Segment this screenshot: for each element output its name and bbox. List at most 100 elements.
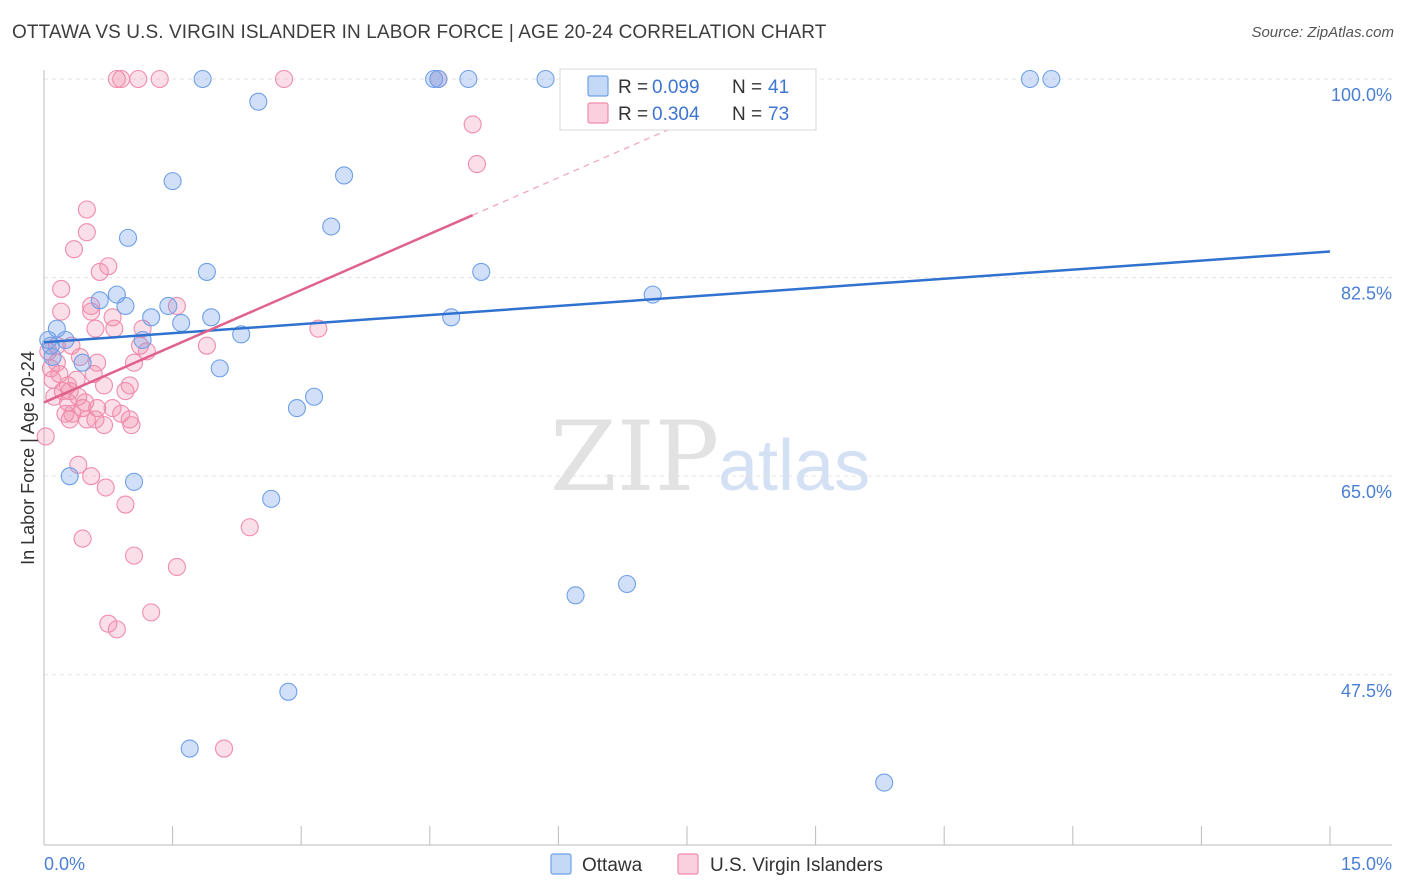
stats-legend: R = 0.099 N = 41 R = 0.304 N = 73 bbox=[559, 68, 817, 131]
axes bbox=[43, 70, 1392, 846]
usvi-point bbox=[124, 546, 144, 565]
usvi-point bbox=[86, 319, 105, 338]
usvi-point bbox=[107, 620, 126, 639]
ottawa-point bbox=[232, 325, 251, 344]
usvi-trend-extension bbox=[472, 89, 759, 216]
usvi-point bbox=[116, 495, 135, 514]
usvi-point bbox=[467, 155, 487, 174]
usvi-point bbox=[99, 257, 118, 276]
usvi-point bbox=[240, 518, 259, 537]
usvi-point bbox=[214, 739, 234, 758]
ottawa-point bbox=[60, 467, 79, 486]
ottawa-point bbox=[566, 586, 585, 605]
usvi-points bbox=[36, 69, 487, 758]
ottawa-point bbox=[180, 739, 199, 758]
ottawa-point bbox=[1020, 69, 1039, 89]
usvi-point bbox=[142, 603, 161, 622]
ottawa-point bbox=[429, 69, 448, 89]
ottawa-point bbox=[202, 308, 221, 327]
ottawa-point bbox=[287, 399, 306, 418]
usvi-point bbox=[275, 69, 294, 89]
y-tick-label: 65.0% bbox=[1341, 482, 1392, 502]
usvi-point bbox=[77, 223, 96, 242]
usvi-point bbox=[82, 467, 101, 486]
usvi-trend-line bbox=[43, 214, 474, 404]
legend-label-usvi: U.S. Virgin Islanders bbox=[710, 855, 883, 876]
ottawa-points bbox=[39, 69, 1061, 792]
ottawa-point bbox=[472, 262, 491, 281]
legend-r-value-usvi: 0.304 bbox=[652, 104, 700, 125]
ottawa-point bbox=[262, 489, 281, 508]
usvi-point bbox=[129, 69, 148, 89]
chart-title: OTTAWA VS U.S. VIRGIN ISLANDER IN LABOR … bbox=[12, 22, 827, 43]
usvi-point bbox=[52, 302, 71, 321]
usvi-point bbox=[94, 416, 114, 435]
ottawa-point bbox=[249, 92, 268, 111]
y-tick-labels: 47.5% 65.0% 82.5% 100.0% bbox=[1331, 85, 1392, 701]
ottawa-point bbox=[305, 387, 324, 406]
series-legend: Ottawa U.S. Virgin Islanders bbox=[550, 853, 883, 876]
ottawa-point bbox=[90, 291, 109, 310]
ottawa-point bbox=[159, 296, 178, 316]
legend-n-label-ottawa: N = bbox=[732, 77, 762, 98]
ottawa-point bbox=[617, 574, 637, 594]
source-credit: Source: ZipAtlas.com bbox=[1251, 24, 1394, 41]
usvi-point bbox=[107, 69, 126, 89]
usvi-point bbox=[73, 529, 92, 548]
y-tick-label: 100.0% bbox=[1331, 85, 1392, 105]
ottawa-point bbox=[536, 69, 555, 89]
legend-n-value-ottawa: 41 bbox=[768, 77, 789, 98]
usvi-point bbox=[105, 319, 124, 338]
ottawa-point bbox=[197, 262, 216, 281]
usvi-point bbox=[64, 240, 84, 259]
usvi-point bbox=[112, 69, 131, 89]
ottawa-point bbox=[210, 359, 229, 378]
ottawa-point bbox=[459, 69, 478, 89]
ottawa-point bbox=[172, 313, 191, 333]
ottawa-point bbox=[875, 773, 894, 792]
ottawa-point bbox=[193, 69, 212, 89]
legend-swatch-usvi-bottom bbox=[677, 853, 699, 875]
usvi-point bbox=[197, 336, 216, 355]
ottawa-point bbox=[163, 172, 182, 191]
usvi-point bbox=[120, 410, 139, 429]
legend-swatch-usvi bbox=[587, 102, 609, 124]
x-tick-label-min: 0.0% bbox=[44, 854, 85, 874]
usvi-point bbox=[77, 200, 96, 219]
usvi-point bbox=[88, 353, 107, 372]
y-tick-label: 82.5% bbox=[1341, 284, 1392, 304]
legend-swatch-ottawa bbox=[587, 75, 609, 97]
ottawa-point bbox=[142, 308, 161, 327]
legend-swatch-ottawa-bottom bbox=[550, 853, 572, 875]
usvi-point bbox=[36, 427, 55, 446]
trend-lines bbox=[43, 89, 1331, 404]
ottawa-point bbox=[425, 69, 444, 89]
usvi-point bbox=[103, 308, 122, 327]
legend-r-label-usvi: R = bbox=[618, 104, 648, 125]
usvi-point bbox=[96, 478, 115, 497]
usvi-point bbox=[60, 410, 79, 429]
legend-n-value-usvi: 73 bbox=[768, 104, 789, 125]
gridlines bbox=[44, 78, 1392, 676]
usvi-point bbox=[76, 393, 95, 412]
ottawa-point bbox=[322, 217, 341, 236]
legend-n-label-usvi: N = bbox=[732, 104, 762, 125]
ottawa-point bbox=[43, 347, 62, 367]
ottawa-point bbox=[124, 472, 144, 491]
usvi-point bbox=[463, 115, 482, 134]
ottawa-point bbox=[279, 682, 298, 701]
ottawa-point bbox=[1042, 69, 1061, 89]
usvi-point bbox=[116, 382, 135, 401]
watermark-atlas: atlas bbox=[718, 426, 870, 506]
legend-r-value-ottawa: 0.099 bbox=[652, 77, 700, 98]
x-tick-label-max: 15.0% bbox=[1341, 854, 1392, 874]
usvi-point bbox=[167, 557, 186, 577]
ottawa-point bbox=[442, 308, 461, 327]
watermark-zip: ZIP bbox=[550, 401, 719, 513]
ottawa-point bbox=[335, 166, 354, 185]
ottawa-point bbox=[73, 353, 92, 372]
ottawa-point bbox=[118, 228, 138, 247]
usvi-point bbox=[88, 399, 107, 418]
usvi-point bbox=[52, 279, 71, 298]
